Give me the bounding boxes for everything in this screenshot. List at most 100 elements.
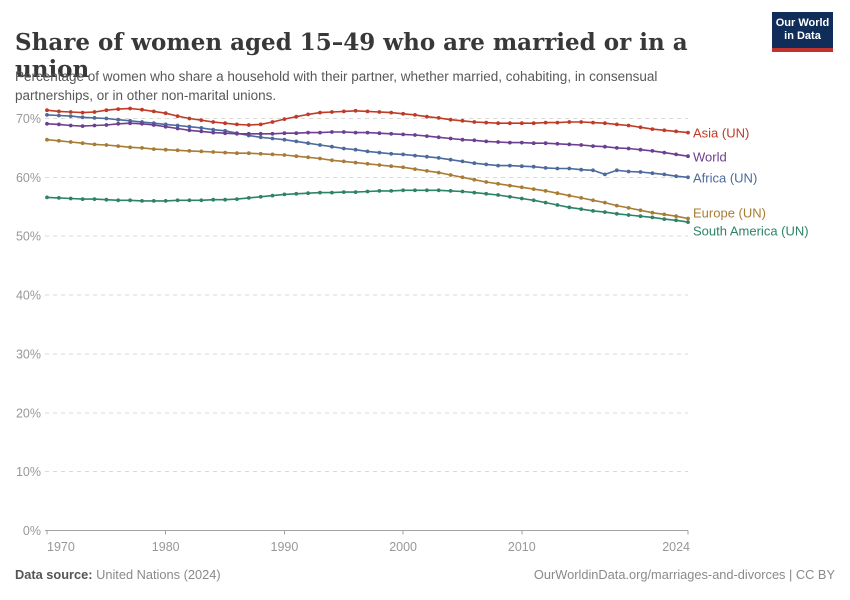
series-point	[638, 147, 643, 152]
series-point	[626, 169, 631, 174]
series-point	[603, 144, 607, 149]
series-point	[187, 116, 192, 121]
series-point	[508, 194, 512, 199]
owid-logo-line2: in Data	[784, 30, 821, 42]
series-point	[163, 147, 168, 152]
series-point	[650, 210, 655, 215]
series-line-south-america-un[interactable]	[46, 189, 689, 223]
series-point	[543, 189, 548, 193]
series-label-europe-un[interactable]: Europe (UN)	[693, 206, 766, 221]
series-point	[579, 207, 584, 212]
series-label-asia-un[interactable]: Asia (UN)	[693, 126, 749, 141]
series-point	[318, 190, 322, 195]
series-point	[211, 197, 216, 202]
series-point	[686, 216, 690, 221]
credit-line[interactable]: OurWorldinData.org/marriages-and-divorce…	[533, 567, 835, 582]
series-point	[448, 173, 453, 177]
series-point	[591, 120, 595, 125]
series-point	[128, 106, 133, 111]
series-point	[472, 177, 477, 182]
series-point	[662, 128, 667, 133]
series-label-africa-un[interactable]: Africa (UN)	[693, 171, 757, 186]
series-point	[294, 191, 299, 196]
series-point	[57, 109, 61, 114]
series-point	[413, 153, 417, 158]
series-point	[531, 121, 536, 126]
series-point	[460, 159, 465, 164]
series-point	[686, 220, 690, 225]
series-point	[531, 164, 536, 169]
series-point	[614, 211, 619, 216]
series-point	[401, 132, 405, 137]
series-point	[235, 151, 239, 156]
series-point	[80, 141, 85, 146]
series-point	[68, 196, 73, 201]
series-point	[472, 190, 477, 195]
series-point	[484, 180, 489, 184]
series-point	[57, 113, 61, 118]
series-point	[116, 117, 121, 122]
series-point	[365, 161, 370, 166]
series-label-world[interactable]: World	[693, 150, 727, 165]
series-point	[436, 156, 441, 160]
series-point	[175, 198, 180, 203]
series-point	[626, 123, 631, 128]
series-point	[187, 198, 192, 203]
series-point	[650, 127, 655, 131]
series-point	[662, 212, 667, 217]
y-tick-label-50: 50%	[16, 230, 41, 244]
series-point	[626, 146, 631, 151]
series-point	[662, 217, 667, 222]
series-label-south-america-un[interactable]: South America (UN)	[693, 224, 809, 239]
series-point	[531, 187, 536, 192]
data-source: Data source: United Nations (2024)	[15, 567, 221, 582]
series-point	[211, 150, 216, 154]
series-point	[365, 189, 370, 194]
y-tick-label-30: 30%	[16, 347, 41, 361]
series-point	[425, 169, 429, 173]
series-point	[413, 167, 417, 172]
series-point	[579, 167, 584, 172]
series-point	[436, 188, 441, 193]
series-point	[365, 149, 370, 154]
series-point	[199, 149, 204, 154]
series-point	[68, 140, 73, 144]
series-point	[674, 129, 678, 134]
series-point	[662, 150, 667, 155]
series-point	[650, 149, 655, 153]
series-point	[211, 130, 216, 135]
series-point	[579, 196, 584, 200]
series-point	[175, 126, 180, 131]
series-point	[223, 121, 228, 126]
series-point	[460, 189, 465, 194]
series-point	[496, 193, 500, 197]
series-point	[306, 130, 310, 135]
series-point	[235, 197, 239, 202]
page-title: Share of women aged 15–49 who are marrie…	[15, 29, 688, 84]
series-point	[448, 189, 453, 193]
series-point	[235, 122, 239, 127]
series-point	[246, 131, 251, 136]
owid-logo[interactable]: Our World in Data	[772, 12, 833, 52]
series-point	[460, 118, 465, 123]
series-point	[365, 130, 370, 135]
series-point	[401, 152, 405, 157]
series-point	[282, 131, 287, 136]
y-tick-label-10: 10%	[16, 465, 41, 479]
series-point	[496, 121, 500, 126]
series-point	[211, 127, 216, 132]
series-point	[163, 111, 168, 116]
series-point	[128, 198, 133, 203]
series-point	[555, 141, 560, 146]
series-point	[579, 143, 584, 147]
series-point	[45, 137, 49, 142]
series-point	[626, 206, 631, 210]
series-point	[508, 183, 512, 188]
series-point	[614, 122, 619, 127]
series-point	[389, 151, 394, 156]
series-point	[638, 170, 643, 174]
series-point	[401, 188, 405, 193]
series-point	[650, 215, 655, 220]
series-point	[187, 124, 192, 129]
